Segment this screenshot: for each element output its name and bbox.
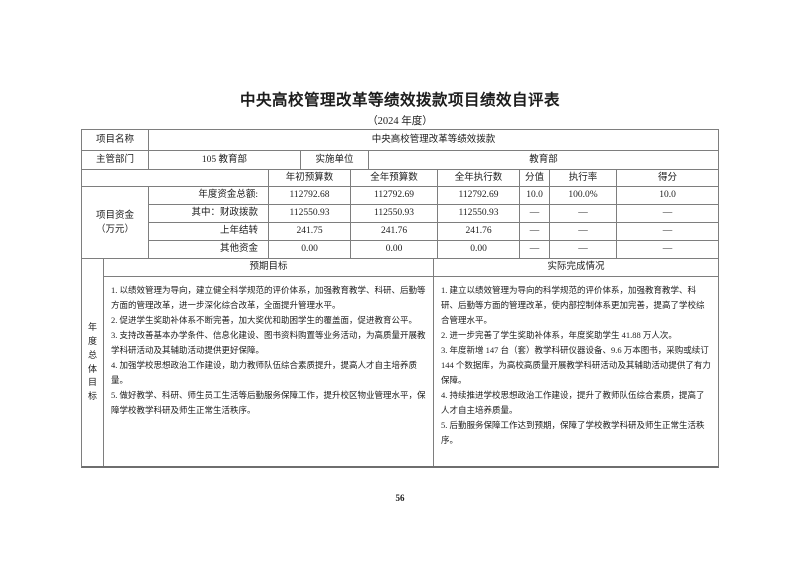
- actual-completion-item: 5. 后勤服务保障工作达到预期，保障了学校教学科研及师生正常生活秩序。: [441, 420, 705, 445]
- funding-total-score: 10.0: [617, 187, 718, 205]
- funding-carryover-rate: —: [550, 223, 617, 241]
- expected-goal-item: 3. 支持改善基本办学条件、信息化建设、图书资料购置等业务活动，为高质量开展教学…: [111, 330, 426, 355]
- dept-label: 主管部门: [82, 151, 149, 170]
- goal-label-char: 标: [87, 391, 97, 402]
- goal-label-char: 年: [87, 321, 97, 332]
- funding-other-initial: 0.00: [269, 241, 351, 259]
- goal-label-char: 度: [87, 335, 97, 346]
- goal-label-char: 总: [87, 349, 97, 360]
- funding-other-annual: 0.00: [351, 241, 438, 259]
- dept-value: 105 教育部: [149, 151, 301, 170]
- funding-row-other-label: 其他资金: [149, 241, 269, 259]
- funding-header-executed: 全年执行数: [438, 170, 520, 187]
- expected-goal-item: 2. 促进学生奖助补体系不断完善，加大奖优和助困学生的覆盖面，促进教育公平。: [111, 315, 418, 325]
- funding-section-label-line1: 项目资金: [95, 210, 134, 221]
- project-name-row: 项目名称 中央高校管理改革等绩效拨款: [82, 130, 718, 151]
- expected-goals-header: 预期目标: [104, 259, 434, 277]
- actual-completion-item: 2. 进一步完善了学生奖助补体系，年度奖助学生 41.88 万人次。: [441, 330, 677, 340]
- actual-completion-item: 1. 建立以绩效管理为导向的科学规范的评价体系，加强教育教学、科研、后勤等方面的…: [441, 285, 705, 325]
- funding-header-rate: 执行率: [550, 170, 617, 187]
- impl-unit-value: 教育部: [369, 151, 718, 170]
- funding-fiscal-score: —: [617, 205, 718, 223]
- funding-fiscal-annual: 112550.93: [351, 205, 438, 223]
- actual-completion-body: 1. 建立以绩效管理为导向的科学规范的评价体系，加强教育教学、科研、后勤等方面的…: [434, 277, 718, 466]
- goal-label-char: 目: [87, 377, 97, 388]
- page-subtitle: （2024 年度）: [367, 116, 433, 127]
- funding-header-initial-budget: 年初预算数: [269, 170, 351, 187]
- funding-total-annual: 112792.69: [351, 187, 438, 205]
- funding-carryover-annual: 241.76: [351, 223, 438, 241]
- funding-other-weight: —: [520, 241, 550, 259]
- funding-other-rate: —: [550, 241, 617, 259]
- funding-carryover-score: —: [617, 223, 718, 241]
- expected-goal-item: 4. 加强学校思想政治工作建设，助力教师队伍综合素质提升，提高人才自主培养质量。: [111, 360, 418, 385]
- department-row: 主管部门 105 教育部 实施单位 教育部: [82, 151, 718, 170]
- page-title: 中央高校管理改革等绩效拨款项目绩效自评表: [239, 92, 560, 109]
- goal-label-char: 体: [87, 363, 97, 374]
- funding-header-empty-cell: [82, 170, 269, 187]
- actual-completion-item: 4. 持续推进学校思想政治工作建设，提升了教师队伍综合素质，提高了人才自主培养质…: [441, 390, 705, 415]
- funding-total-rate: 100.0%: [550, 187, 617, 205]
- funding-fiscal-weight: —: [520, 205, 550, 223]
- funding-fiscal-executed: 112550.93: [438, 205, 520, 223]
- funding-fiscal-rate: —: [550, 205, 617, 223]
- actual-completion-header: 实际完成情况: [434, 259, 718, 277]
- project-name-label: 项目名称: [82, 130, 149, 151]
- funding-total-initial: 112792.68: [269, 187, 351, 205]
- funding-header-weight: 分值: [520, 170, 550, 187]
- expected-goal-item: 1. 以绩效管理为导向，建立健全科学规范的评价体系，加强教育教学、科研、后勤等方…: [111, 285, 426, 310]
- funding-other-executed: 0.00: [438, 241, 520, 259]
- funding-header-annual-budget: 全年预算数: [351, 170, 438, 187]
- funding-total-executed: 112792.69: [438, 187, 520, 205]
- funding-row-total-label: 年度资金总额:: [149, 187, 269, 205]
- annual-goals-section: 年 度 总 体 目 标 预期目标 实际完成情况 1. 以绩效管理为导向，建立健全…: [82, 259, 718, 466]
- expected-goal-item: 5. 做好教学、科研、师生员工生活等后勤服务保障工作，提升校区物业管理水平，保障…: [111, 390, 426, 415]
- self-evaluation-table: 项目名称 中央高校管理改革等绩效拨款 主管部门 105 教育部 实施单位 教育部…: [81, 129, 719, 468]
- funding-header-score: 得分: [617, 170, 718, 187]
- funding-carryover-initial: 241.75: [269, 223, 351, 241]
- funding-section-label-line2: （万元）: [95, 224, 134, 235]
- funding-carryover-weight: —: [520, 223, 550, 241]
- actual-completion-item: 3. 年度新增 147 台（套）教学科研仪器设备、9.6 万本图书，采购或续订 …: [441, 345, 711, 385]
- expected-goals-body: 1. 以绩效管理为导向，建立健全科学规范的评价体系，加强教育教学、科研、后勤等方…: [104, 277, 434, 466]
- funding-row-carryover-label: 上年结转: [149, 223, 269, 241]
- funding-fiscal-initial: 112550.93: [269, 205, 351, 223]
- annual-goal-vertical-label: 年 度 总 体 目 标: [82, 259, 104, 466]
- funding-section: 年初预算数 全年预算数 全年执行数 分值 执行率 得分 项目资金 （万元） 年度…: [82, 170, 718, 259]
- funding-section-label: 项目资金 （万元）: [82, 187, 149, 259]
- funding-carryover-executed: 241.76: [438, 223, 520, 241]
- funding-row-fiscal-label: 其中：财政拨款: [149, 205, 269, 223]
- funding-other-score: —: [617, 241, 718, 259]
- funding-total-weight: 10.0: [520, 187, 550, 205]
- impl-unit-label: 实施单位: [301, 151, 369, 170]
- page-number: 56: [395, 493, 405, 503]
- project-name-value: 中央高校管理改革等绩效拨款: [149, 130, 718, 151]
